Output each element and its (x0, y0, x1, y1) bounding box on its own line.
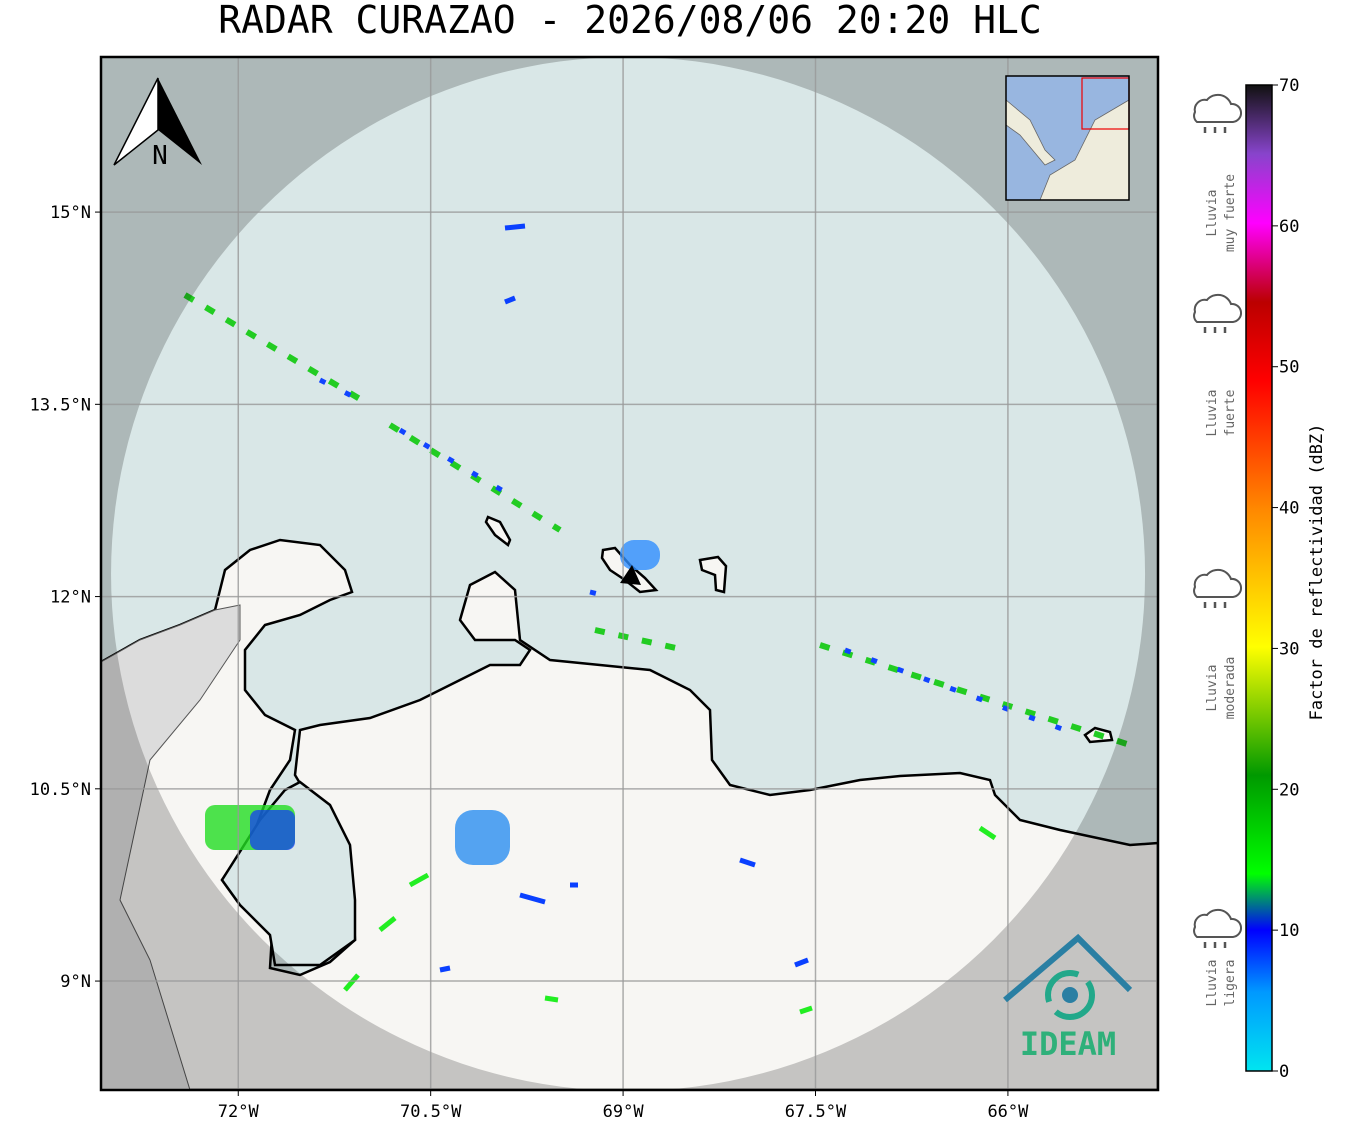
aruba (484, 515, 512, 547)
bonaire (698, 555, 728, 594)
radar-echoes (183, 223, 1131, 1015)
grid (101, 57, 1158, 1090)
colorbar-label: Factor de reflectividad (dBZ) (1307, 424, 1327, 721)
y-tick-label: 10.5°N (30, 780, 91, 800)
colorbar-tick-label: 40 (1279, 499, 1299, 519)
title: RADAR CURAZAO - 2026/08/06 20:20 HLC (218, 0, 1042, 42)
y-tick-label: 13.5°N (30, 395, 91, 415)
x-tick-label: 72°W (218, 1102, 260, 1122)
land (101, 538, 1158, 1090)
rain-drops (1203, 327, 1227, 333)
colorbar-tick-label: 70 (1279, 76, 1299, 96)
legend-label: fuerte (1223, 389, 1238, 436)
north-label: N (152, 141, 168, 171)
colombia-land (101, 604, 241, 1090)
x-tick-label: 67.5°W (785, 1102, 847, 1122)
rain-drops (1203, 942, 1227, 948)
legend-label: Lluvia (1205, 960, 1220, 1007)
logo-text: IDEAM (1020, 1025, 1116, 1063)
legend-label: moderada (1223, 657, 1238, 720)
y-tick-label: 9°N (60, 972, 91, 992)
map-frame (99, 55, 1160, 1092)
legend-label: Lluvia (1205, 190, 1220, 237)
x-tick-label: 66°W (987, 1102, 1029, 1122)
colorbar (1245, 84, 1273, 1072)
rain-drops (1203, 127, 1227, 133)
x-tick-label: 70.5°W (400, 1102, 462, 1122)
y-tick-label: 12°N (50, 588, 91, 608)
colorbar-tick-label: 60 (1279, 217, 1299, 237)
logo: IDEAM (1003, 933, 1133, 1063)
weather-icon (1193, 93, 1242, 123)
inset-map (1005, 75, 1130, 201)
legend-label: muy fuerte (1223, 174, 1238, 252)
legend-label: ligera (1223, 960, 1238, 1007)
weather-icon (1193, 908, 1242, 938)
weather-icon (1193, 568, 1242, 598)
weather-icon (1193, 293, 1242, 323)
colorbar-tick-label: 10 (1279, 921, 1299, 941)
colorbar-tick-label: 50 (1279, 358, 1299, 378)
colorbar-tick-label: 20 (1279, 780, 1299, 800)
legend-label: Lluvia (1205, 390, 1220, 437)
x-tick-label: 69°W (603, 1102, 645, 1122)
radar-site (620, 565, 641, 585)
colorbar-tick-label: 0 (1279, 1062, 1289, 1082)
north-arrow: N (113, 77, 202, 171)
y-tick-label: 15°N (50, 203, 91, 223)
colorbar-tick-label: 30 (1279, 639, 1299, 659)
legend-label: Lluvia (1205, 665, 1220, 712)
rain-drops (1203, 602, 1227, 608)
